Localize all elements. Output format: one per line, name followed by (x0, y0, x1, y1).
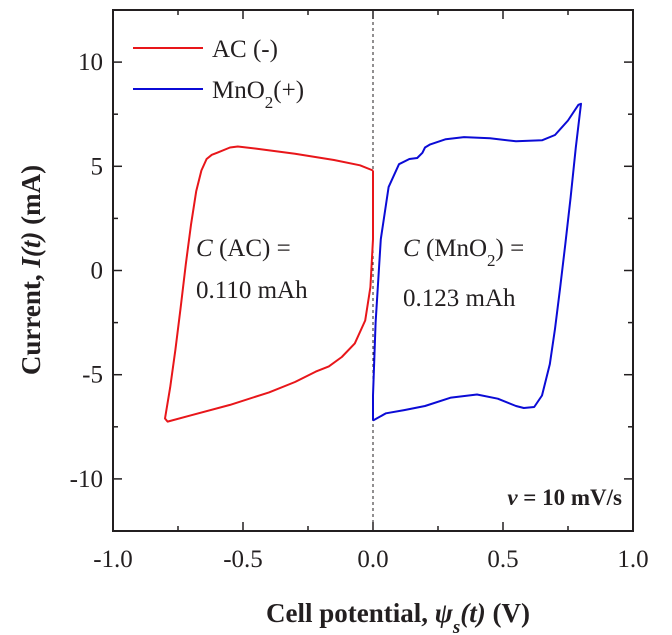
y-axis-unit: (mA) (16, 165, 46, 232)
x-axis-symbol: ψ (435, 598, 454, 628)
y-tick-labels: 10 5 0 -5 -10 (70, 49, 103, 493)
y-tick-label: 10 (78, 49, 103, 76)
plot-frame (112, 9, 634, 532)
y-axis-symbol: I(t) (16, 232, 46, 269)
x-tick-label: 0.0 (357, 546, 388, 573)
x-tick-label: -0.5 (223, 546, 263, 573)
annotation-mno2-capacity: C (MnO2) = 0.123 mAh (403, 235, 524, 312)
x-axis-subscript: s (452, 617, 460, 635)
y-axis-title: Current, I(t) (mA) (16, 165, 46, 375)
y-axis-title-prefix: Current, (16, 268, 46, 376)
x-tick-labels: -1.0 -0.5 0.0 0.5 1.0 (93, 546, 648, 573)
x-axis-title-prefix: Cell potential, (266, 598, 435, 628)
annotation-ac-value: 0.110 mAh (196, 277, 308, 304)
x-tick-label: 1.0 (617, 546, 648, 573)
y-tick-label: 0 (91, 258, 104, 285)
y-tick-label: -5 (82, 362, 103, 389)
annotation-mno2-formula: C (MnO2) = (403, 235, 524, 270)
legend-label-mno2: MnO2(+) (212, 77, 304, 112)
legend-label-ac: AC (-) (212, 36, 278, 63)
x-axis-title: Cell potential, ψs(t) (V) (266, 598, 530, 635)
annotation-ac-formula: C (AC) = (196, 235, 291, 262)
scan-rate-label: ν = 10 mV/s (507, 485, 622, 510)
x-tick-label: -1.0 (93, 546, 133, 573)
x-axis-unit: (V) (486, 598, 530, 628)
legend: AC (-) MnO2(+) (133, 36, 304, 112)
x-tick-label: 0.5 (487, 546, 518, 573)
series-layer (164, 102, 582, 423)
series-line-ac (164, 145, 374, 423)
annotation-mno2-value: 0.123 mAh (403, 285, 516, 312)
annotation-ac-capacity: C (AC) = 0.110 mAh (196, 235, 308, 304)
y-tick-label: -10 (70, 466, 103, 493)
y-tick-label: 5 (91, 153, 104, 180)
x-axis-arg: (t) (460, 598, 485, 628)
series-line-mno2 (372, 102, 582, 422)
